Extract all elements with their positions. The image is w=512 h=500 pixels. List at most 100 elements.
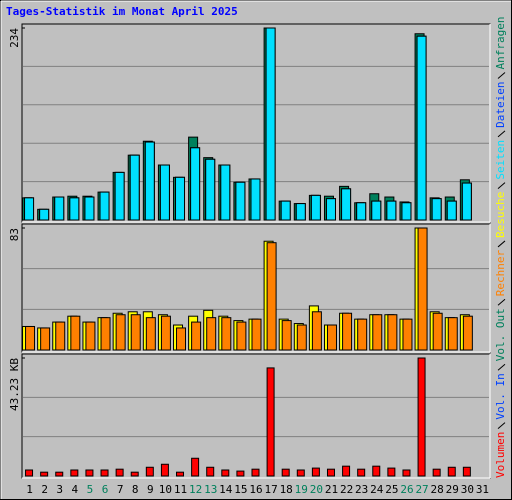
bar [250, 178, 261, 221]
bar [84, 196, 95, 221]
bar [206, 466, 215, 477]
bar [221, 469, 230, 477]
x-tick-label: 31 [476, 483, 489, 496]
x-tick-label: 24 [370, 483, 384, 496]
bar [311, 467, 320, 477]
bar [402, 318, 413, 351]
bar [281, 468, 290, 477]
x-tick-label: 22 [340, 483, 353, 496]
bar [431, 198, 442, 221]
bar [251, 318, 262, 351]
legend-label: Volumen [494, 432, 507, 478]
bar [462, 315, 473, 351]
bar [190, 147, 201, 221]
bar [175, 176, 186, 221]
bar [372, 314, 383, 351]
bar [85, 321, 96, 351]
bar [296, 469, 305, 477]
x-tick-label: 10 [159, 483, 172, 496]
bar [281, 320, 292, 351]
bar [206, 317, 217, 351]
bar [416, 35, 427, 221]
x-tick-label: 20 [310, 483, 323, 496]
bar [40, 471, 49, 477]
legend-label: Rechner [494, 250, 507, 297]
legend-label: Vol. Out [494, 308, 507, 361]
x-tick-label: 2 [41, 483, 48, 496]
x-tick-label: 29 [446, 483, 459, 496]
bar [310, 194, 321, 221]
bar [85, 469, 94, 477]
bar [357, 468, 366, 477]
bar [387, 467, 396, 477]
bar [55, 471, 64, 477]
bar [70, 315, 81, 351]
legend-label: Dateien [494, 81, 507, 127]
x-tick-label: 9 [147, 483, 154, 496]
bar [221, 317, 232, 351]
legend-label: Anfragen [494, 16, 507, 69]
bar [191, 321, 202, 351]
bar [55, 321, 66, 351]
bar [311, 311, 322, 351]
x-tick-label: 23 [355, 483, 368, 496]
legend-separator [497, 72, 506, 79]
x-tick-label: 12 [189, 483, 202, 496]
y-tick-label: 83 [8, 228, 21, 241]
x-tick-label: 11 [174, 483, 187, 496]
bar [69, 197, 80, 221]
bar [432, 468, 441, 477]
bar [401, 202, 412, 221]
legend-separator [497, 422, 506, 430]
x-tick-label: 28 [431, 483, 444, 496]
bar [266, 242, 277, 351]
bar [70, 469, 79, 477]
bar [115, 468, 124, 477]
bar [130, 314, 141, 351]
x-tick-label: 15 [234, 483, 247, 496]
bar [417, 227, 428, 351]
x-tick-label: 26 [400, 483, 413, 496]
bar [145, 317, 156, 351]
x-tick-label: 21 [325, 483, 338, 496]
bar [236, 470, 245, 477]
y-tick-label: 234 [8, 28, 21, 48]
x-tick-label: 13 [204, 483, 217, 496]
x-tick-label: 3 [56, 483, 63, 496]
bar [99, 191, 110, 221]
bar [114, 171, 125, 221]
x-tick-label: 4 [72, 483, 79, 496]
x-tick-label: 30 [461, 483, 474, 496]
bar [462, 466, 471, 477]
x-tick-label: 17 [264, 483, 277, 496]
bar [325, 198, 336, 221]
x-tick-label: 16 [249, 483, 262, 496]
x-tick-label: 6 [102, 483, 109, 496]
bar [326, 324, 337, 351]
legend-separator [497, 298, 506, 306]
bar [341, 188, 352, 221]
legend-label: Seiten [494, 140, 507, 180]
bar [295, 203, 306, 221]
bar [236, 321, 247, 351]
bar [326, 468, 335, 477]
bar [144, 141, 155, 221]
bar [446, 200, 457, 221]
panel [21, 353, 491, 479]
bar [387, 314, 398, 351]
bar [191, 457, 200, 477]
chart-title: Tages-Statistik im Monat April 2025 [6, 5, 238, 18]
x-tick-label: 5 [87, 483, 94, 496]
x-tick-label: 27 [415, 483, 428, 496]
bar [357, 318, 368, 351]
legend-label: Vol. In [494, 373, 507, 419]
bar [39, 208, 50, 221]
bar [129, 154, 140, 221]
bar [296, 324, 307, 351]
x-tick-label: 7 [117, 483, 124, 496]
bar [251, 468, 260, 477]
bar [160, 315, 171, 351]
legend-separator [497, 130, 506, 138]
bar [266, 367, 275, 477]
bar [130, 471, 139, 477]
